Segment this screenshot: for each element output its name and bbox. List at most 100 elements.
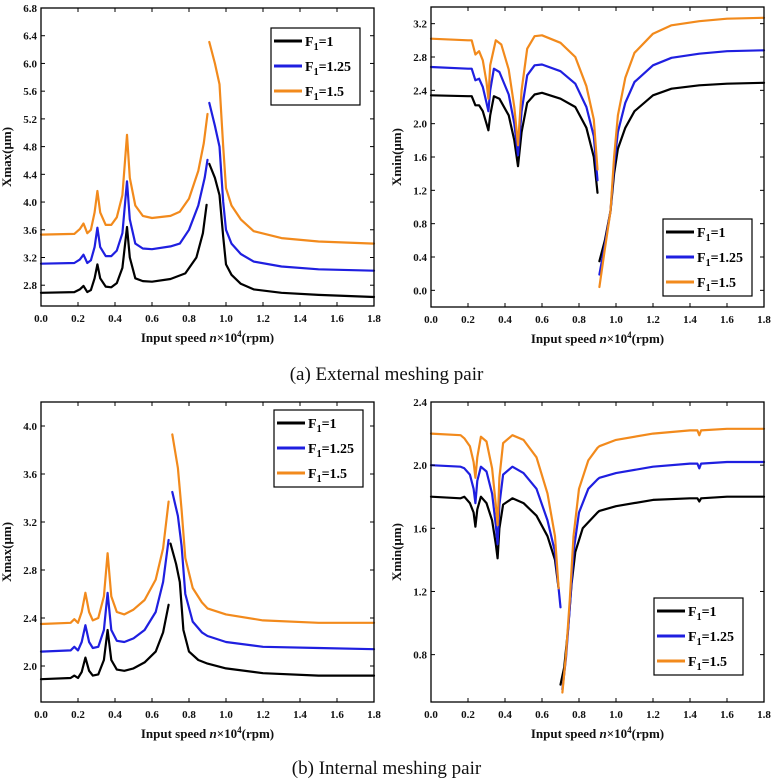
- x-axis-label: Input speed n×104(rpm): [531, 330, 664, 346]
- x-tick-label: 0.8: [182, 313, 196, 325]
- series-line-1-seg-1: [429, 91, 599, 194]
- y-tick-label: 2.8: [23, 280, 37, 292]
- y-tick-label: 2.8: [413, 52, 427, 64]
- x-tick-label: 1.6: [330, 313, 344, 325]
- legend-label: F1=1: [308, 417, 337, 435]
- series-line-1-seg-1: [39, 203, 208, 294]
- x-tick-label: 1.6: [330, 709, 344, 721]
- x-tick-label: 0.2: [71, 709, 85, 721]
- x-tick-label: 0.0: [34, 709, 48, 721]
- x-tick-label: 1.4: [293, 709, 307, 721]
- series-line-3-seg-2: [208, 40, 376, 245]
- y-tick-label: 3.6: [23, 225, 37, 237]
- x-tick-label: 1.8: [367, 709, 381, 721]
- y-axis-label: Xmin(μm): [389, 128, 404, 186]
- x-tick-label: 1.4: [683, 709, 697, 721]
- legend-label: F1=1.25: [697, 251, 743, 269]
- series-line-3-seg-2: [598, 16, 766, 289]
- series-line-2-seg-1: [429, 63, 599, 182]
- y-tick-label: 1.2: [413, 586, 427, 598]
- x-tick-label: 0.8: [182, 709, 196, 721]
- y-axis-label: Xmax(μm): [0, 127, 14, 187]
- series-line-2-seg-2: [171, 490, 376, 651]
- y-tick-label: 1.6: [413, 523, 427, 535]
- series-line-1-seg-1: [429, 495, 560, 590]
- legend-label: F1=1.25: [308, 442, 354, 460]
- y-tick-label: 2.0: [413, 119, 427, 131]
- series-line-2-seg-1: [39, 158, 209, 265]
- legend: F1=1 F1=1.25 F1=1.5: [273, 409, 364, 488]
- series-line-1-seg-2: [208, 162, 376, 299]
- y-tick-label: 6.0: [23, 58, 37, 70]
- x-tick-label: 0.0: [424, 709, 438, 721]
- series-line-3-seg-1: [429, 34, 599, 171]
- x-tick-label: 0.2: [461, 314, 475, 326]
- chart-b-left: 0.0 0.2 0.4 0.6 0.8 1.0 1.2 1.4 1.6 1.8 2.0 2.4 2.8 3…: [0, 401, 381, 741]
- y-tick-label: 2.4: [23, 613, 37, 625]
- x-tick-label: 0.0: [424, 314, 438, 326]
- legend-label: F1=1.5: [688, 655, 727, 673]
- y-tick-label: 4.4: [23, 169, 37, 181]
- legend-label: F1=1: [688, 605, 717, 623]
- x-tick-label: 0.4: [108, 313, 122, 325]
- legend-label: F1=1: [305, 35, 334, 53]
- y-tick-label: 6.4: [23, 31, 37, 43]
- series-line-3-seg-2: [171, 433, 376, 624]
- y-tick-label: 2.0: [413, 460, 427, 472]
- caption-a: (a) External meshing pair: [289, 364, 484, 385]
- x-tick-label: 1.4: [293, 313, 307, 325]
- series-line-3-seg-1: [429, 432, 560, 590]
- x-tick-label: 0.6: [145, 313, 159, 325]
- series-line-3-seg-1: [39, 500, 170, 626]
- legend-label: F1=1.5: [305, 85, 344, 103]
- chart-a-left: 0.0 0.2 0.4 0.6 0.8 1.0 1.2 1.4 1.6 1.8 2.8 3.2 3.6 4…: [0, 3, 381, 345]
- x-tick-label: 1.0: [609, 709, 623, 721]
- legend: F1=1 F1=1.25 F1=1.5: [662, 218, 753, 297]
- y-tick-label: 0.4: [413, 252, 427, 264]
- y-tick-label: 2.8: [23, 565, 37, 577]
- chart-a-right: 0.0 0.2 0.4 0.6 0.8 1.0 1.2 1.4 1.6 1.8 0.0 0.4 0.8 1…: [389, 6, 771, 346]
- y-axis-label: Xmin(μm): [389, 523, 404, 581]
- series-line-2-seg-2: [208, 101, 376, 272]
- x-tick-label: 1.8: [757, 314, 771, 326]
- y-tick-label: 2.4: [413, 397, 427, 409]
- y-tick-label: 4.8: [23, 142, 37, 154]
- x-tick-label: 0.4: [108, 709, 122, 721]
- series-line-2-seg-1: [39, 538, 170, 653]
- series-line-1-seg-1: [39, 603, 170, 681]
- x-tick-label: 1.0: [219, 313, 233, 325]
- series-line-3-seg-2: [561, 427, 766, 694]
- legend: F1=1 F1=1.25 F1=1.5: [653, 597, 744, 676]
- legend-label: F1=1.25: [305, 60, 351, 78]
- y-tick-label: 3.2: [23, 252, 37, 264]
- x-tick-label: 0.4: [498, 314, 512, 326]
- y-tick-label: 5.6: [23, 86, 37, 98]
- x-tick-label: 1.4: [683, 314, 697, 326]
- x-tick-label: 0.2: [71, 313, 85, 325]
- legend-label: F1=1.5: [697, 276, 736, 294]
- legend-label: F1=1.5: [308, 467, 347, 485]
- x-tick-label: 1.8: [367, 313, 381, 325]
- caption-b: (b) Internal meshing pair: [291, 758, 482, 779]
- x-tick-label: 1.0: [219, 709, 233, 721]
- x-tick-label: 1.2: [256, 709, 270, 721]
- y-tick-label: 0.0: [413, 285, 427, 297]
- plot-frame: [430, 401, 765, 703]
- y-tick-label: 6.8: [23, 3, 37, 15]
- x-tick-label: 1.6: [720, 314, 734, 326]
- x-tick-label: 1.6: [720, 709, 734, 721]
- plot-frame: [40, 7, 375, 307]
- x-tick-label: 0.0: [34, 313, 48, 325]
- y-tick-label: 0.8: [413, 650, 427, 662]
- x-tick-label: 0.6: [535, 709, 549, 721]
- legend-label: F1=1: [697, 226, 726, 244]
- x-axis-label: Input speed n×104(rpm): [141, 725, 274, 741]
- x-tick-label: 1.2: [646, 709, 660, 721]
- y-tick-label: 1.6: [413, 152, 427, 164]
- y-tick-label: 3.2: [23, 517, 37, 529]
- y-tick-label: 4.0: [23, 421, 37, 433]
- y-tick-label: 0.8: [413, 219, 427, 231]
- x-tick-label: 1.0: [609, 314, 623, 326]
- chart-b-right: 0.0 0.2 0.4 0.6 0.8 1.0 1.2 1.4 1.6 1.8 0.8 1.2 1.6 2…: [389, 397, 771, 741]
